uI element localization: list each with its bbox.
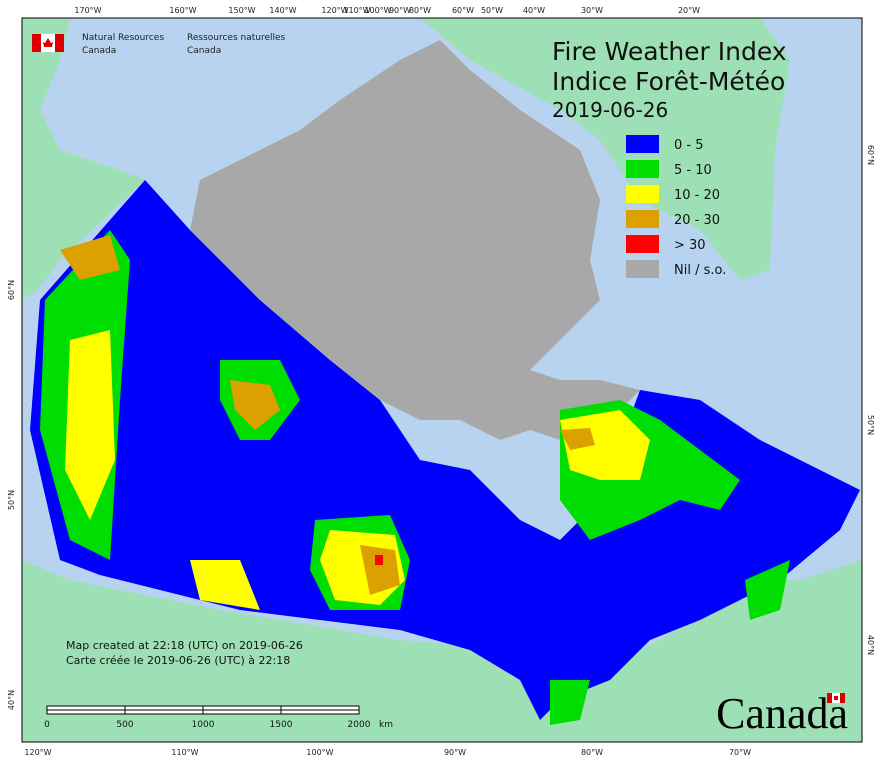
org-en: Natural Resources (82, 33, 164, 43)
note: Carte créée le 2019-06-26 (UTC) à 22:18 (66, 654, 290, 667)
lon-label: 70°W (729, 748, 751, 757)
scale-label: 500 (116, 720, 133, 730)
note: Map created at 22:18 (UTC) on 2019-06-26 (66, 639, 303, 652)
lon-label: 110°W (343, 6, 370, 15)
lon-label: 160°W (169, 6, 196, 15)
lon-label: 140°W (269, 6, 296, 15)
legend-swatch (626, 135, 659, 153)
lon-label: 120°W (24, 748, 51, 757)
org-fr: Canada (187, 46, 221, 56)
alaska (22, 18, 145, 300)
nwt-orange (230, 380, 280, 430)
flag-logo (32, 34, 64, 52)
lon-label: 100°W (364, 6, 391, 15)
quebec-yellow (560, 410, 650, 480)
lon-label: 110°W (171, 748, 198, 757)
scale-bar: 0 500 1000 1500 2000 km (44, 705, 393, 730)
scale-segment (202, 709, 282, 715)
scale-label: 1500 (270, 720, 293, 730)
sw-yellow (190, 560, 260, 610)
lon-label: 30°W (581, 6, 603, 15)
lat-label: 40°N (7, 690, 16, 710)
map-frame (21, 17, 863, 743)
lon-label: 20°W (678, 6, 700, 15)
scale-segment (280, 705, 360, 711)
lat-label: 50°N (7, 490, 16, 510)
org-fr: Ressources naturelles (187, 33, 286, 43)
legend-swatch (626, 160, 659, 178)
legend-label: Nil / s.o. (674, 263, 726, 278)
lon-label: 40°W (523, 6, 545, 15)
arctic-nil (190, 40, 640, 440)
scale-segment (46, 705, 126, 711)
lon-label: 90°W (444, 748, 466, 757)
title: Indice Forêt-Météo (552, 67, 785, 96)
lon-label: 150°W (228, 6, 255, 15)
title: Fire Weather Index (552, 37, 787, 66)
ontario-green (550, 680, 590, 725)
wordmark: Canada (716, 689, 848, 738)
legend-label: 5 - 10 (674, 163, 712, 178)
legend: 0 - 5 5 - 10 10 - 20 20 - 30 > 30 Nil / s.o. (626, 135, 726, 278)
scale-label: 0 (44, 720, 50, 730)
bc-yellow (65, 330, 115, 520)
prairie-red (375, 555, 383, 565)
lon-label: 100°W (306, 748, 333, 757)
scale-unit: km (379, 720, 393, 730)
legend-label: 20 - 30 (674, 213, 720, 228)
lon-label: 80°W (409, 6, 431, 15)
scale-segment (124, 709, 204, 715)
lat-label: 60°N (866, 145, 875, 165)
org-en: Canada (82, 46, 116, 56)
legend-label: > 30 (674, 238, 706, 253)
scale-label: 1000 (192, 720, 215, 730)
legend-swatch (626, 260, 659, 278)
scale-segment (46, 709, 126, 715)
legend-swatch (626, 235, 659, 253)
graticule-labels: 170°W 160°W 150°W 140°W 120°W110°W100°W90°W8… (7, 6, 875, 757)
lat-label: 40°N (866, 635, 875, 655)
legend-label: 10 - 20 (674, 188, 720, 203)
scale-segment (124, 705, 204, 711)
maritime-green (745, 560, 790, 620)
scale-segment (280, 709, 360, 715)
scale-label: 2000 (348, 720, 371, 730)
wordmark-flag (827, 693, 845, 703)
legend-label: 0 - 5 (674, 138, 704, 153)
legend-swatch (626, 210, 659, 228)
lon-label: 80°W (581, 748, 603, 757)
legend-swatch (626, 185, 659, 203)
greenland (420, 18, 790, 280)
lon-label: 170°W (74, 6, 101, 15)
quebec-orange (560, 428, 595, 450)
lon-label: 90°W (389, 6, 411, 15)
usa (22, 560, 862, 742)
lon-label: 120°W (321, 6, 348, 15)
yukon-orange (60, 235, 120, 280)
lon-label: 50°W (481, 6, 503, 15)
scale-segment (202, 705, 282, 711)
lon-label: 60°W (452, 6, 474, 15)
lat-label: 50°N (866, 415, 875, 435)
prairie-orange (360, 545, 400, 595)
date: 2019-06-26 (552, 98, 668, 122)
lat-label: 60°N (7, 280, 16, 300)
